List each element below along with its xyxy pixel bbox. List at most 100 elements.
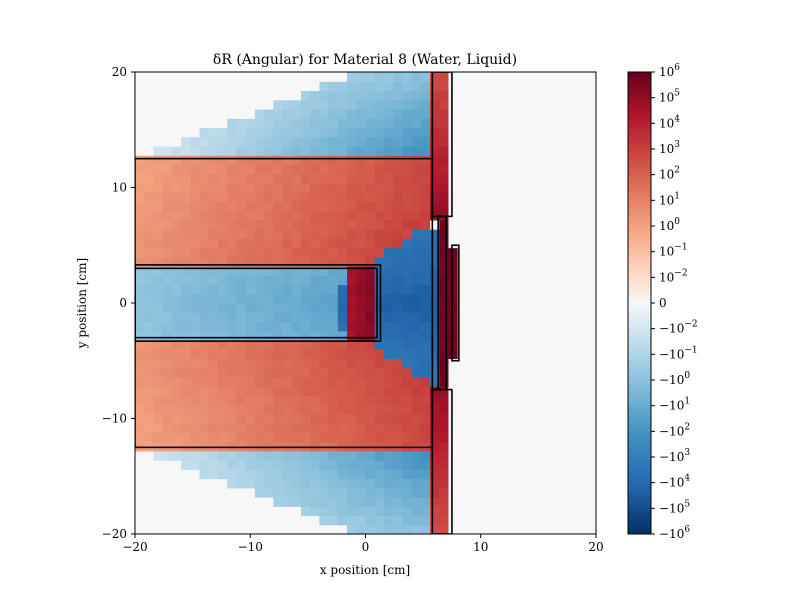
heatmap-cell [245,72,256,82]
heatmap-cell [264,266,274,276]
heatmap-cell [217,192,228,202]
heatmap-cell [430,450,440,461]
heatmap-cell [144,136,155,147]
heatmap-cell [190,450,201,461]
x-axis-label: x position [cm] [320,563,410,577]
heatmap-cell [217,155,228,165]
heatmap-cell [254,450,265,461]
heatmap-cell [310,432,320,443]
heatmap-cell [356,395,367,406]
heatmap-cell [347,136,357,147]
heatmap-cell [181,460,191,470]
heatmap-cell [531,118,542,129]
heatmap-cell [374,90,385,101]
heatmap-cell [347,367,357,378]
heatmap-cell [494,118,505,129]
heatmap-cell [365,210,376,221]
heatmap-cell [245,81,256,92]
heatmap-cell [282,524,293,534]
heatmap-cell [448,450,459,461]
heatmap-cell [531,173,542,184]
heatmap-cell [273,441,284,452]
heatmap-cell [273,487,284,498]
heatmap-cell [282,487,293,498]
heatmap-cell [337,413,348,424]
heatmap-cell [476,515,486,526]
heatmap-cell [245,478,256,489]
heatmap-cell [559,339,569,350]
heatmap-cell [476,247,486,258]
heatmap-cell [466,515,477,526]
heatmap-cell [420,349,431,360]
heatmap-cell [181,432,191,443]
heatmap-cell [448,330,459,341]
heatmap-cell [559,284,569,295]
heatmap-cell [531,81,542,92]
heatmap-cell [568,321,579,332]
heatmap-cell [291,229,302,239]
heatmap-cell [300,367,311,378]
heatmap-cell [328,108,339,119]
heatmap-cell [236,238,247,249]
heatmap-cell [448,173,459,184]
heatmap-cell [135,127,145,138]
heatmap-cell [181,478,191,489]
heatmap-cell [347,339,357,350]
heatmap-cell [254,266,265,276]
heatmap-cell [586,524,596,534]
heatmap-cell [171,284,182,295]
heatmap-cell [181,136,191,147]
heatmap-cell [586,284,596,295]
heatmap-cell [439,81,450,92]
heatmap-cell [199,90,210,101]
heatmap-cell [282,293,293,304]
heatmap-cell [208,173,219,184]
heatmap-cell [439,497,450,507]
heatmap-cell [199,321,210,332]
heatmap-cell [162,118,173,129]
heatmap-cell [540,136,551,147]
heatmap-cell [485,450,496,461]
heatmap-cell [153,118,164,129]
heatmap-cell [199,238,210,249]
heatmap-cell [577,173,588,184]
heatmap-cell [162,229,173,239]
heatmap-cell [181,404,191,415]
heatmap-cell [328,367,339,378]
heatmap-cell [466,284,477,295]
heatmap-cell [264,229,274,239]
heatmap-cell [503,219,514,230]
heatmap-cell [245,404,256,415]
heatmap-cell [513,497,523,507]
heatmap-cell [190,367,201,378]
heatmap-cell [586,469,596,480]
heatmap-cell [199,192,210,202]
heatmap-cell [374,284,385,295]
heatmap-cell [586,210,596,221]
heatmap-cell [494,256,505,267]
heatmap-cell [162,413,173,424]
heatmap-cell [199,256,210,267]
heatmap-cell [245,423,256,433]
heatmap-cell [457,386,468,396]
heatmap-cell [383,469,394,480]
heatmap-cell [171,386,182,396]
heatmap-cell [383,229,394,239]
heatmap-cell [300,432,311,443]
heatmap-cell [356,90,367,101]
heatmap-cell [254,229,265,239]
heatmap-cell [199,81,210,92]
heatmap-cell [439,284,450,295]
heatmap-cell [411,90,422,101]
heatmap-cell [522,432,533,443]
heatmap-cell [476,182,486,193]
heatmap-cell [227,173,238,184]
heatmap-cell [181,81,191,92]
heatmap-cell [383,321,394,332]
heatmap-cell [420,72,431,82]
heatmap-cell [319,192,330,202]
heatmap-cell [300,395,311,406]
heatmap-cell [559,450,569,461]
heatmap-cell [393,413,403,424]
heatmap-cell [227,312,238,323]
